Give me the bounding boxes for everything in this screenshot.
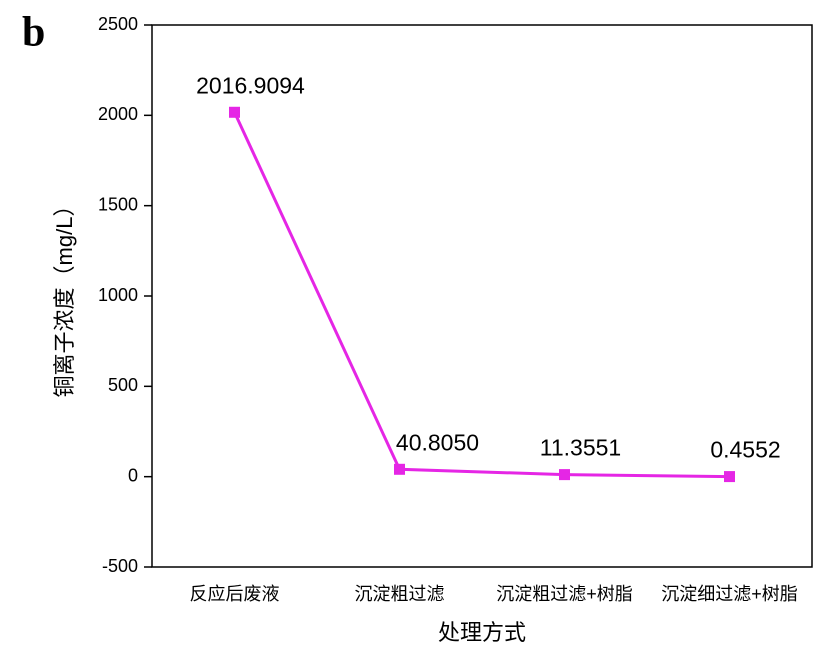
y-tick-label: 2500 [98, 14, 138, 34]
y-tick-label: 2000 [98, 104, 138, 124]
data-point [229, 106, 240, 118]
value-label: 40.8050 [396, 429, 479, 455]
x-tick-label: 反应后废液 [190, 584, 280, 604]
value-label: 2016.9094 [196, 72, 305, 98]
y-tick-label: -500 [102, 556, 138, 576]
data-point [724, 471, 735, 483]
data-point [394, 463, 405, 475]
value-label: 0.4552 [710, 437, 780, 463]
y-tick-label: 500 [108, 375, 138, 395]
y-tick-label: 1500 [98, 194, 138, 214]
data-point [559, 469, 570, 481]
plot-frame [151, 24, 813, 568]
panel-label: b [22, 10, 45, 56]
y-axis-label: 铜离子浓度（mg/L） [52, 195, 77, 398]
value-label: 11.3551 [540, 435, 621, 461]
y-tick-label: 0 [128, 465, 138, 485]
x-tick-label: 沉淀细过滤+树脂 [661, 584, 798, 604]
x-tick-label: 沉淀粗过滤+树脂 [496, 584, 633, 604]
x-tick-label: 沉淀粗过滤 [355, 584, 445, 604]
series-line [233, 111, 730, 479]
y-tick-label: 1000 [98, 285, 138, 305]
x-axis-label: 处理方式 [438, 620, 526, 645]
